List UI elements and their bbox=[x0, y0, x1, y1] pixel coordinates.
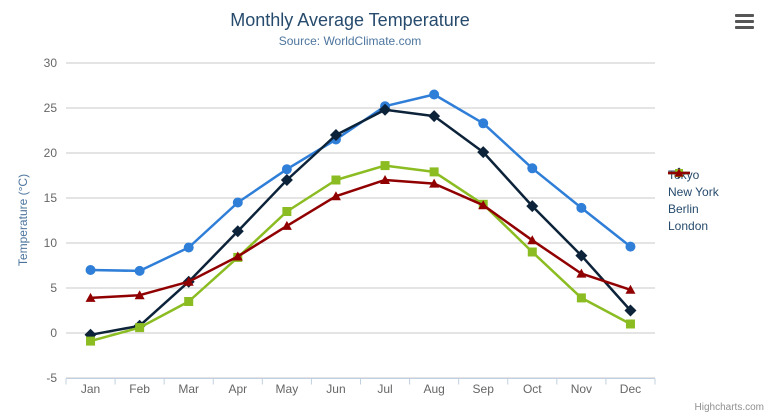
data-point-new-york[interactable] bbox=[379, 103, 392, 116]
data-point-berlin[interactable] bbox=[527, 247, 537, 257]
legend-label: Berlin bbox=[668, 201, 699, 216]
y-axis-tick-label: 0 bbox=[50, 326, 57, 340]
data-point-new-york[interactable] bbox=[231, 225, 244, 238]
x-axis-tick-label: Oct bbox=[523, 382, 542, 396]
data-point-london[interactable] bbox=[281, 220, 292, 230]
x-axis-tick-label: Mar bbox=[178, 382, 199, 396]
data-point-london[interactable] bbox=[429, 178, 440, 188]
series-line-tokyo[interactable] bbox=[89, 93, 632, 273]
export-menu-button[interactable] bbox=[735, 14, 754, 29]
data-point-berlin[interactable] bbox=[184, 297, 194, 306]
data-point-tokyo[interactable] bbox=[625, 241, 636, 252]
data-point-london[interactable] bbox=[134, 290, 145, 300]
data-point-berlin[interactable] bbox=[625, 319, 635, 329]
x-axis-tick-label: Nov bbox=[571, 382, 592, 396]
y-axis-tick-label: 25 bbox=[44, 101, 58, 115]
data-point-tokyo[interactable] bbox=[429, 89, 440, 100]
data-point-tokyo[interactable] bbox=[232, 197, 243, 208]
y-axis-tick-label: -5 bbox=[46, 371, 57, 385]
data-point-london[interactable] bbox=[330, 191, 341, 201]
legend: Tokyo New York Berlin London bbox=[668, 166, 719, 234]
series-line-berlin[interactable] bbox=[89, 164, 632, 343]
chart-subtitle: Source: WorldClimate.com bbox=[278, 34, 422, 48]
legend-item-berlin[interactable]: Berlin bbox=[668, 169, 719, 217]
x-axis-tick-label: Jul bbox=[377, 382, 392, 396]
data-point-new-york[interactable] bbox=[329, 129, 342, 141]
y-axis-tick-label: 5 bbox=[50, 281, 57, 295]
x-axis-tick-label: Feb bbox=[129, 382, 150, 396]
y-axis-tick-label: 20 bbox=[44, 146, 58, 160]
x-axis-tick-label: Sep bbox=[473, 382, 495, 396]
chart-title: Monthly Average Temperature bbox=[230, 10, 470, 30]
data-point-london[interactable] bbox=[232, 251, 243, 261]
data-point-london[interactable] bbox=[478, 200, 489, 210]
data-point-london[interactable] bbox=[380, 175, 391, 184]
data-point-london[interactable] bbox=[85, 292, 96, 302]
x-axis-tick-label: Jan bbox=[81, 382, 100, 396]
credits-link[interactable]: Highcharts.com bbox=[694, 402, 764, 413]
legend-item-london[interactable]: London bbox=[668, 168, 719, 234]
legend-label: London bbox=[668, 218, 709, 233]
y-axis-tick-label: 15 bbox=[44, 191, 58, 205]
data-point-berlin[interactable] bbox=[576, 293, 586, 303]
data-point-tokyo[interactable] bbox=[85, 265, 96, 275]
data-point-berlin[interactable] bbox=[380, 161, 390, 171]
x-axis-tick-label: Dec bbox=[620, 382, 641, 396]
hamburger-bar bbox=[735, 19, 754, 24]
data-point-london[interactable] bbox=[625, 284, 636, 294]
data-point-tokyo[interactable] bbox=[134, 265, 145, 276]
data-point-berlin[interactable] bbox=[135, 323, 145, 333]
x-axis-tick-label: Jun bbox=[326, 382, 345, 396]
legend-symbol-triangle bbox=[674, 168, 684, 177]
y-axis-tick-label: 10 bbox=[44, 236, 58, 250]
data-point-new-york[interactable] bbox=[526, 200, 539, 213]
hamburger-icon bbox=[735, 14, 754, 18]
data-point-berlin[interactable] bbox=[282, 207, 292, 216]
legend-label: New York bbox=[668, 184, 719, 199]
data-point-tokyo[interactable] bbox=[527, 163, 538, 174]
data-point-tokyo[interactable] bbox=[183, 242, 194, 253]
x-axis-tick-label: Aug bbox=[423, 382, 444, 396]
data-point-london[interactable] bbox=[183, 276, 194, 286]
triangle-marker-icon bbox=[668, 168, 690, 177]
data-point-new-york[interactable] bbox=[575, 249, 588, 262]
series-line-new-york[interactable] bbox=[89, 108, 632, 337]
y-axis-title: Temperature (°C) bbox=[16, 173, 30, 267]
data-point-berlin[interactable] bbox=[86, 336, 96, 346]
legend-item-new-york[interactable]: New York bbox=[668, 167, 719, 200]
data-point-new-york[interactable] bbox=[280, 174, 293, 186]
data-point-berlin[interactable] bbox=[429, 167, 439, 177]
data-point-london[interactable] bbox=[527, 235, 538, 245]
data-point-tokyo[interactable] bbox=[281, 164, 292, 175]
data-point-london[interactable] bbox=[576, 268, 587, 278]
x-axis-tick-label: Apr bbox=[228, 382, 247, 396]
y-axis-tick-label: 30 bbox=[44, 56, 58, 70]
data-point-new-york[interactable] bbox=[477, 146, 490, 159]
data-point-tokyo[interactable] bbox=[576, 202, 587, 213]
data-point-tokyo[interactable] bbox=[478, 118, 489, 129]
data-point-berlin[interactable] bbox=[331, 175, 341, 185]
data-point-new-york[interactable] bbox=[624, 304, 637, 317]
x-axis-tick-label: May bbox=[276, 382, 299, 396]
hamburger-bar bbox=[735, 25, 754, 29]
series-line-london[interactable] bbox=[89, 178, 632, 300]
data-point-new-york[interactable] bbox=[428, 110, 441, 123]
